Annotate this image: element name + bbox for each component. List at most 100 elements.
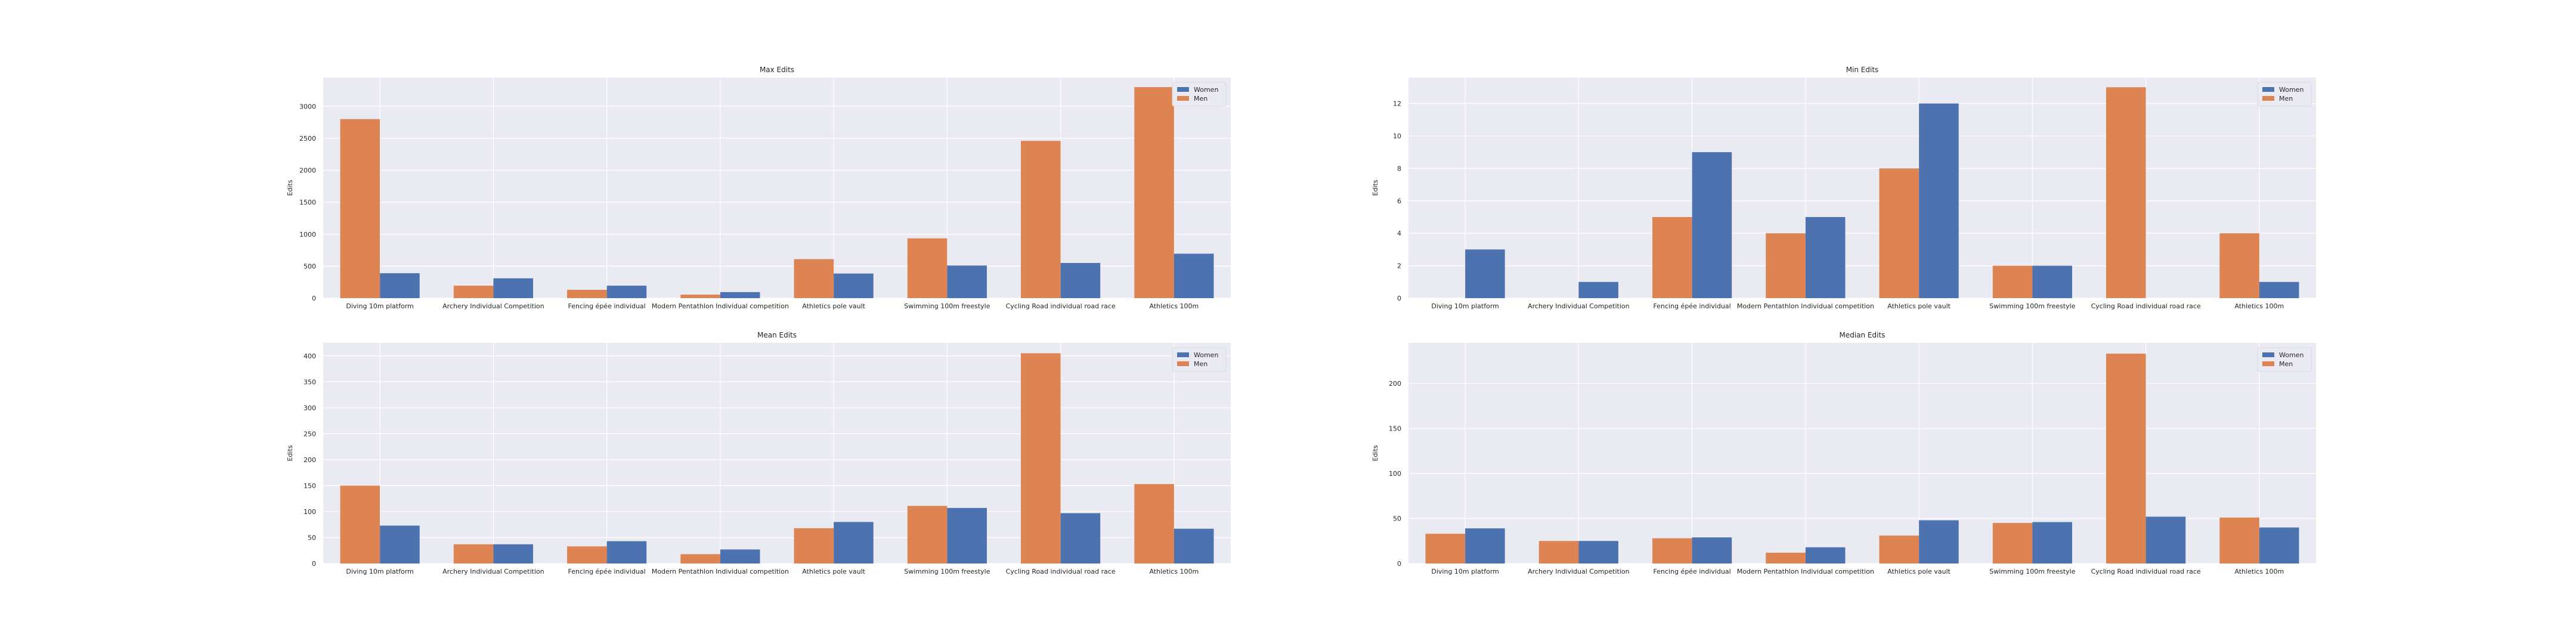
x-tick-label: Modern Pentathlon Individual competition [1737,302,1874,310]
bar-women-3 [1692,152,1732,298]
bar-women-1 [1465,528,1505,564]
bar-women-8 [1174,253,1214,298]
bar-women-5 [834,273,874,298]
y-tick-label: 8 [1397,165,1401,172]
x-tick-label: Athletics pole vault [1887,302,1950,310]
bar-men-5 [1879,168,1919,298]
y-tick-label: 150 [1389,425,1401,432]
y-tick-label: 250 [304,430,316,438]
bar-women-3 [606,541,647,564]
bar-women-2 [1578,541,1618,564]
legend-swatch-men [2262,361,2274,366]
bar-women-5 [1919,103,1959,298]
y-tick-label: 4 [1397,230,1401,237]
bar-men-7 [2106,87,2146,298]
bar-women-4 [1805,547,1846,564]
bar-men-3 [1652,216,1692,298]
bar-men-3 [567,546,607,564]
bar-women-8 [1174,528,1214,564]
bar-men-4 [1766,233,1806,298]
bar-men-8 [2219,233,2259,298]
plot-area [323,78,1231,298]
y-tick-label: 3000 [299,103,316,110]
y-tick-label: 400 [304,352,316,360]
bar-women-8 [2259,527,2299,564]
bar-men-4 [1766,552,1806,564]
y-tick-label: 2 [1397,262,1401,270]
bar-men-1 [340,119,380,298]
bar-women-7 [1060,263,1101,298]
bar-men-1 [340,485,380,564]
legend-swatch-women [1177,87,1189,92]
legend-label-women: Women [1194,86,1218,94]
legend-swatch-men [1177,96,1189,101]
y-tick-label: 200 [304,456,316,464]
x-tick-label: Diving 10m platform [1431,568,1499,575]
y-axis-label: Edits [286,179,294,196]
x-tick-label: Athletics pole vault [1887,568,1950,575]
x-tick-label: Fencing épée individual [1654,568,1731,575]
plot-area [1408,78,2316,298]
bar-men-7 [1021,353,1061,564]
x-tick-label: Fencing épée individual [1654,302,1731,310]
legend-swatch-women [2262,87,2274,92]
bar-women-2 [1578,281,1618,298]
bar-women-2 [493,278,533,298]
bar-women-6 [947,507,987,564]
x-tick-label: Diving 10m platform [346,568,414,575]
y-tick-label: 100 [1389,470,1401,478]
bar-men-4 [680,295,720,298]
x-tick-label: Archery Individual Competition [442,568,544,575]
x-tick-label: Archery Individual Competition [1528,568,1630,575]
x-tick-label: Athletics 100m [2234,568,2284,575]
x-tick-label: Athletics pole vault [802,302,865,310]
bar-men-8 [1134,484,1174,564]
y-tick-label: 350 [304,378,316,386]
y-tick-label: 0 [312,295,316,302]
legend-label-men: Men [1194,360,1208,368]
bar-women-3 [1692,537,1732,564]
chart-1: 0 500 1000 1500 2000 2500 3000 Diving 10m platf… [286,66,1231,310]
chart-title: Max Edits [760,66,794,74]
y-tick-label: 2500 [299,135,316,143]
y-axis-label: Edits [286,445,294,461]
legend-swatch-men [1177,361,1189,366]
bar-women-1 [380,273,420,298]
bar-women-4 [1805,216,1846,298]
x-tick-label: Cycling Road individual road race [1006,568,1116,575]
x-tick-label: Athletics 100m [1149,302,1199,310]
bar-women-2 [493,544,533,564]
bar-women-4 [720,549,760,564]
x-tick-label: Modern Pentathlon Individual competition [1737,568,1874,575]
bar-women-1 [1465,249,1505,298]
bar-men-8 [2219,517,2259,564]
x-tick-label: Swimming 100m freestyle [1989,302,2075,310]
bar-women-7 [2145,516,2186,564]
y-axis-label: Edits [1371,445,1379,461]
x-tick-label: Diving 10m platform [346,302,414,310]
bar-men-6 [907,238,948,298]
chart-3: 0 50 100 150 200 250 300 350 400 Diving 10m platf… [286,331,1231,575]
chart-2: 0 2 4 6 8 10 12 Diving 10m platform Archery Indi… [1371,66,2316,310]
legend-swatch-women [2262,352,2274,357]
x-tick-label: Athletics 100m [1149,568,1199,575]
bar-women-5 [1919,520,1959,564]
bar-women-1 [380,525,420,564]
legend-label-men: Men [2279,95,2293,103]
x-tick-label: Fencing épée individual [568,302,646,310]
x-tick-label: Archery Individual Competition [1528,302,1630,310]
bar-men-2 [1538,541,1579,564]
y-tick-label: 10 [1393,132,1401,140]
x-tick-label: Modern Pentathlon Individual competition [652,568,789,575]
y-tick-label: 300 [304,404,316,412]
bar-men-4 [680,554,720,564]
bar-women-6 [2032,265,2072,298]
bar-men-8 [1134,87,1174,298]
x-tick-label: Archery Individual Competition [442,302,544,310]
y-tick-label: 150 [304,482,316,490]
legend-label-women: Women [1194,351,1218,359]
legend-label-men: Men [2279,360,2293,368]
x-tick-label: Cycling Road individual road race [2091,568,2201,575]
legend-label-women: Women [2279,86,2303,94]
